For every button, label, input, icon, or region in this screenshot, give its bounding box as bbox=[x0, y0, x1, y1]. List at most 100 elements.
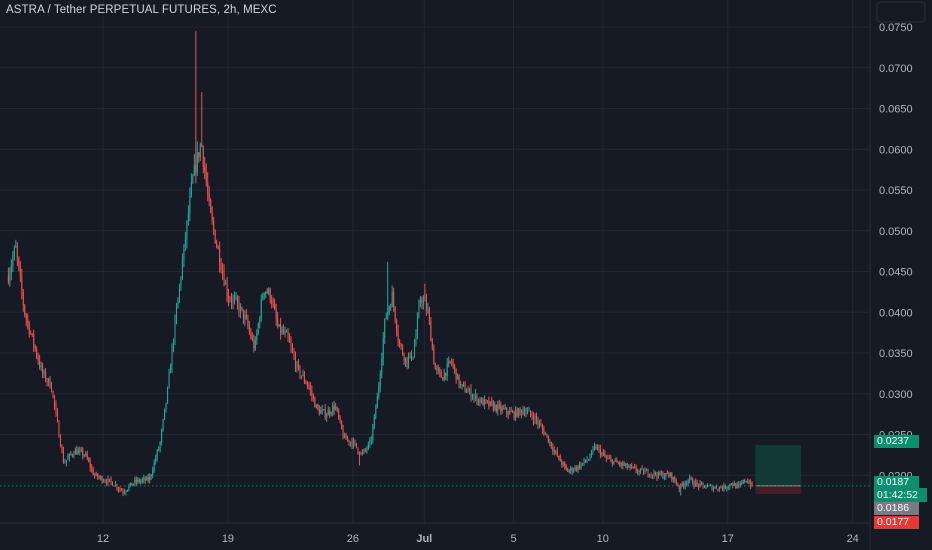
candle-body bbox=[491, 401, 493, 403]
candle-body bbox=[106, 481, 108, 484]
candle-body bbox=[452, 363, 454, 366]
candle-body bbox=[272, 303, 274, 305]
candle-body bbox=[335, 407, 337, 410]
candle-body bbox=[593, 446, 595, 449]
candle-body bbox=[515, 409, 517, 418]
candle-body bbox=[553, 450, 555, 452]
candle-body bbox=[405, 357, 407, 361]
candle-body bbox=[726, 487, 728, 489]
candle-body bbox=[281, 329, 283, 334]
candle-body bbox=[729, 483, 731, 487]
candle-body bbox=[556, 451, 558, 457]
candle-body bbox=[537, 420, 539, 425]
candle-body bbox=[297, 362, 299, 367]
candle-body bbox=[291, 347, 294, 353]
candle-body bbox=[19, 266, 21, 277]
candle-body bbox=[199, 144, 201, 158]
candle-body bbox=[733, 483, 735, 486]
candle-body bbox=[300, 375, 302, 377]
candle-body bbox=[180, 278, 182, 286]
candle-body bbox=[129, 482, 131, 486]
candle-body bbox=[128, 485, 130, 490]
candle-body bbox=[547, 435, 549, 443]
stop-zone bbox=[755, 485, 801, 494]
candle-body bbox=[524, 411, 526, 415]
candle-body bbox=[689, 477, 691, 481]
candle-body bbox=[155, 458, 157, 463]
candle-body bbox=[320, 410, 322, 414]
candle-body bbox=[643, 469, 645, 474]
candle-body bbox=[360, 452, 362, 455]
candle-body bbox=[135, 479, 137, 482]
candle-body bbox=[402, 346, 404, 355]
candles bbox=[7, 31, 753, 497]
y-tick-label: 0.0750 bbox=[879, 22, 913, 34]
candle-body bbox=[18, 257, 20, 267]
candle-body bbox=[419, 299, 421, 306]
candle-body bbox=[538, 423, 540, 425]
candle-body bbox=[641, 468, 643, 470]
candle-body bbox=[266, 291, 268, 294]
candle-body bbox=[55, 405, 57, 413]
candle-body bbox=[535, 416, 537, 421]
candle-body bbox=[671, 472, 673, 480]
candle-body bbox=[678, 485, 680, 489]
candle-body bbox=[653, 472, 655, 476]
candle-body bbox=[16, 246, 18, 258]
candle-body bbox=[202, 146, 204, 167]
candle-body bbox=[59, 437, 61, 447]
candle-body bbox=[210, 199, 212, 213]
candle-body bbox=[513, 411, 515, 418]
candle-body bbox=[440, 371, 442, 378]
candle-body bbox=[626, 463, 628, 468]
candle-body bbox=[205, 170, 207, 183]
candle-body bbox=[230, 300, 233, 303]
target-zone bbox=[755, 445, 801, 486]
candle-body bbox=[471, 397, 474, 399]
candle-body bbox=[131, 482, 133, 486]
candle-body bbox=[723, 485, 725, 490]
candle-body bbox=[565, 465, 567, 469]
candle-body bbox=[164, 408, 166, 420]
candle-body bbox=[162, 419, 164, 431]
candle-body bbox=[698, 484, 700, 487]
candle-body bbox=[616, 460, 618, 463]
candle-body bbox=[382, 338, 384, 360]
candle-body bbox=[250, 331, 252, 338]
time-axis[interactable]: 12 19 26 Jul 5 10 17 24 bbox=[97, 533, 859, 545]
candle-body bbox=[506, 407, 508, 413]
candle-body bbox=[147, 477, 149, 481]
candle-body bbox=[477, 399, 479, 403]
candle-body bbox=[489, 401, 491, 406]
candle-body bbox=[68, 453, 70, 458]
candle-body bbox=[598, 447, 600, 449]
candle-body bbox=[550, 441, 552, 448]
candle-body bbox=[503, 407, 505, 409]
candle-body bbox=[117, 488, 119, 490]
candle-body bbox=[634, 466, 636, 468]
candle-body bbox=[376, 396, 378, 409]
current-price-badge: 0.0187 bbox=[874, 476, 919, 489]
candle-body bbox=[589, 456, 591, 460]
candle-body bbox=[602, 453, 604, 455]
candle-body bbox=[327, 410, 329, 416]
candle-body bbox=[604, 453, 606, 457]
candle-body bbox=[601, 453, 603, 456]
candle-body bbox=[433, 347, 435, 364]
candle-body bbox=[236, 297, 238, 303]
candle-body bbox=[345, 435, 347, 440]
candle-body bbox=[61, 446, 63, 451]
candle-body bbox=[91, 467, 93, 470]
candle-body bbox=[483, 399, 485, 406]
candle-body bbox=[702, 483, 704, 486]
candle-body bbox=[617, 462, 619, 464]
candle-body bbox=[37, 356, 39, 361]
candle-body bbox=[529, 410, 532, 415]
candle-body bbox=[421, 299, 423, 303]
candle-body bbox=[323, 409, 325, 411]
candle-body bbox=[436, 368, 438, 370]
price-axis[interactable]: 0.02000.02500.03000.03500.04000.04500.05… bbox=[876, 1, 926, 482]
candle-body bbox=[83, 455, 85, 457]
candle-body bbox=[186, 221, 188, 240]
